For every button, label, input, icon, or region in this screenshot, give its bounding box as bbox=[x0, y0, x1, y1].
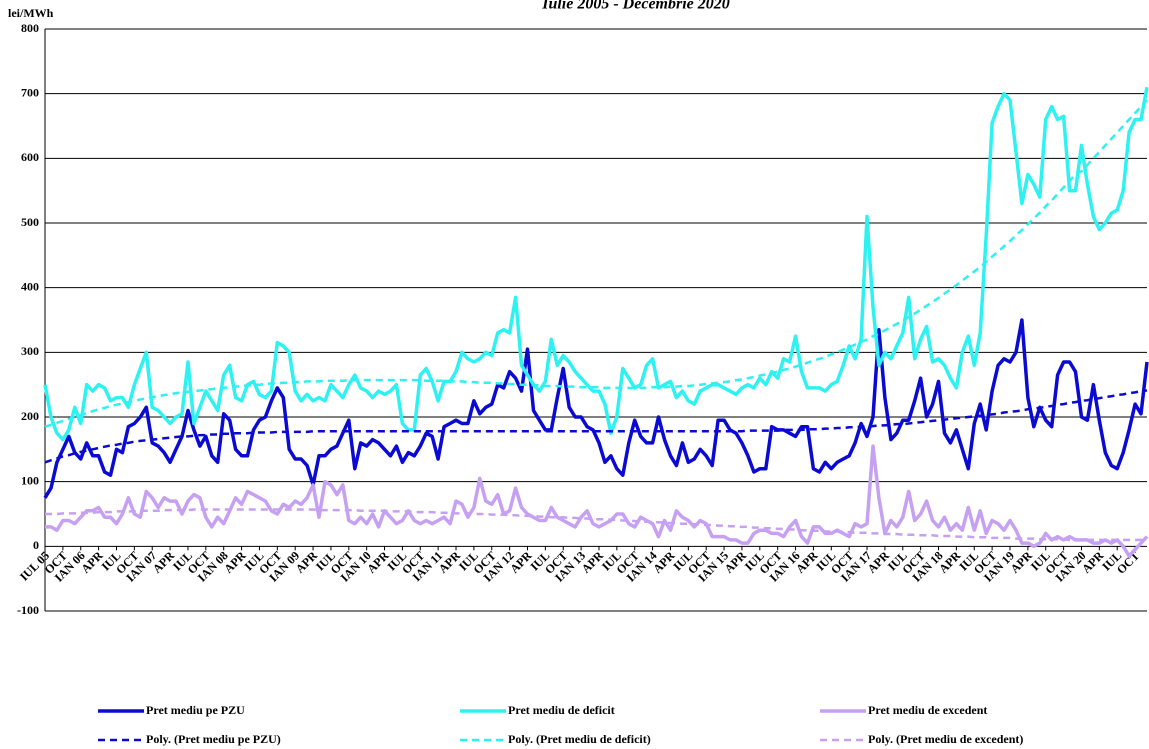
legend-label: Pret mediu de excedent bbox=[868, 703, 987, 717]
y-tick-label: 400 bbox=[21, 279, 39, 293]
y-tick-label: 0 bbox=[33, 538, 39, 552]
y-tick-label: 200 bbox=[21, 409, 39, 423]
y-tick-label: 300 bbox=[21, 344, 39, 358]
series-line bbox=[44, 99, 1148, 428]
legend-label: Pret mediu pe PZU bbox=[146, 703, 245, 717]
series-line bbox=[45, 444, 1149, 558]
y-tick-label: 100 bbox=[21, 473, 39, 487]
series-line bbox=[44, 389, 1148, 464]
series-line bbox=[43, 86, 1149, 442]
series-line bbox=[45, 508, 1147, 542]
y-tick-label: -100 bbox=[17, 603, 39, 617]
chart-title: Iulie 2005 - Decembrie 2020 bbox=[541, 0, 730, 13]
y-tick-label: 500 bbox=[21, 215, 39, 229]
legend-label: Pret mediu de deficit bbox=[508, 703, 615, 717]
legend-label: Poly. (Pret mediu pe PZU) bbox=[146, 732, 281, 746]
y-tick-label: 800 bbox=[21, 21, 39, 35]
y-tick-label: 700 bbox=[21, 85, 39, 99]
series-line bbox=[43, 318, 1149, 499]
legend-label: Poly. (Pret mediu de deficit) bbox=[508, 732, 651, 746]
legend-label: Poly. (Pret mediu de excedent) bbox=[868, 732, 1023, 746]
y-tick-label: 600 bbox=[21, 150, 39, 164]
y-axis-label: lei/MWh bbox=[8, 6, 54, 20]
